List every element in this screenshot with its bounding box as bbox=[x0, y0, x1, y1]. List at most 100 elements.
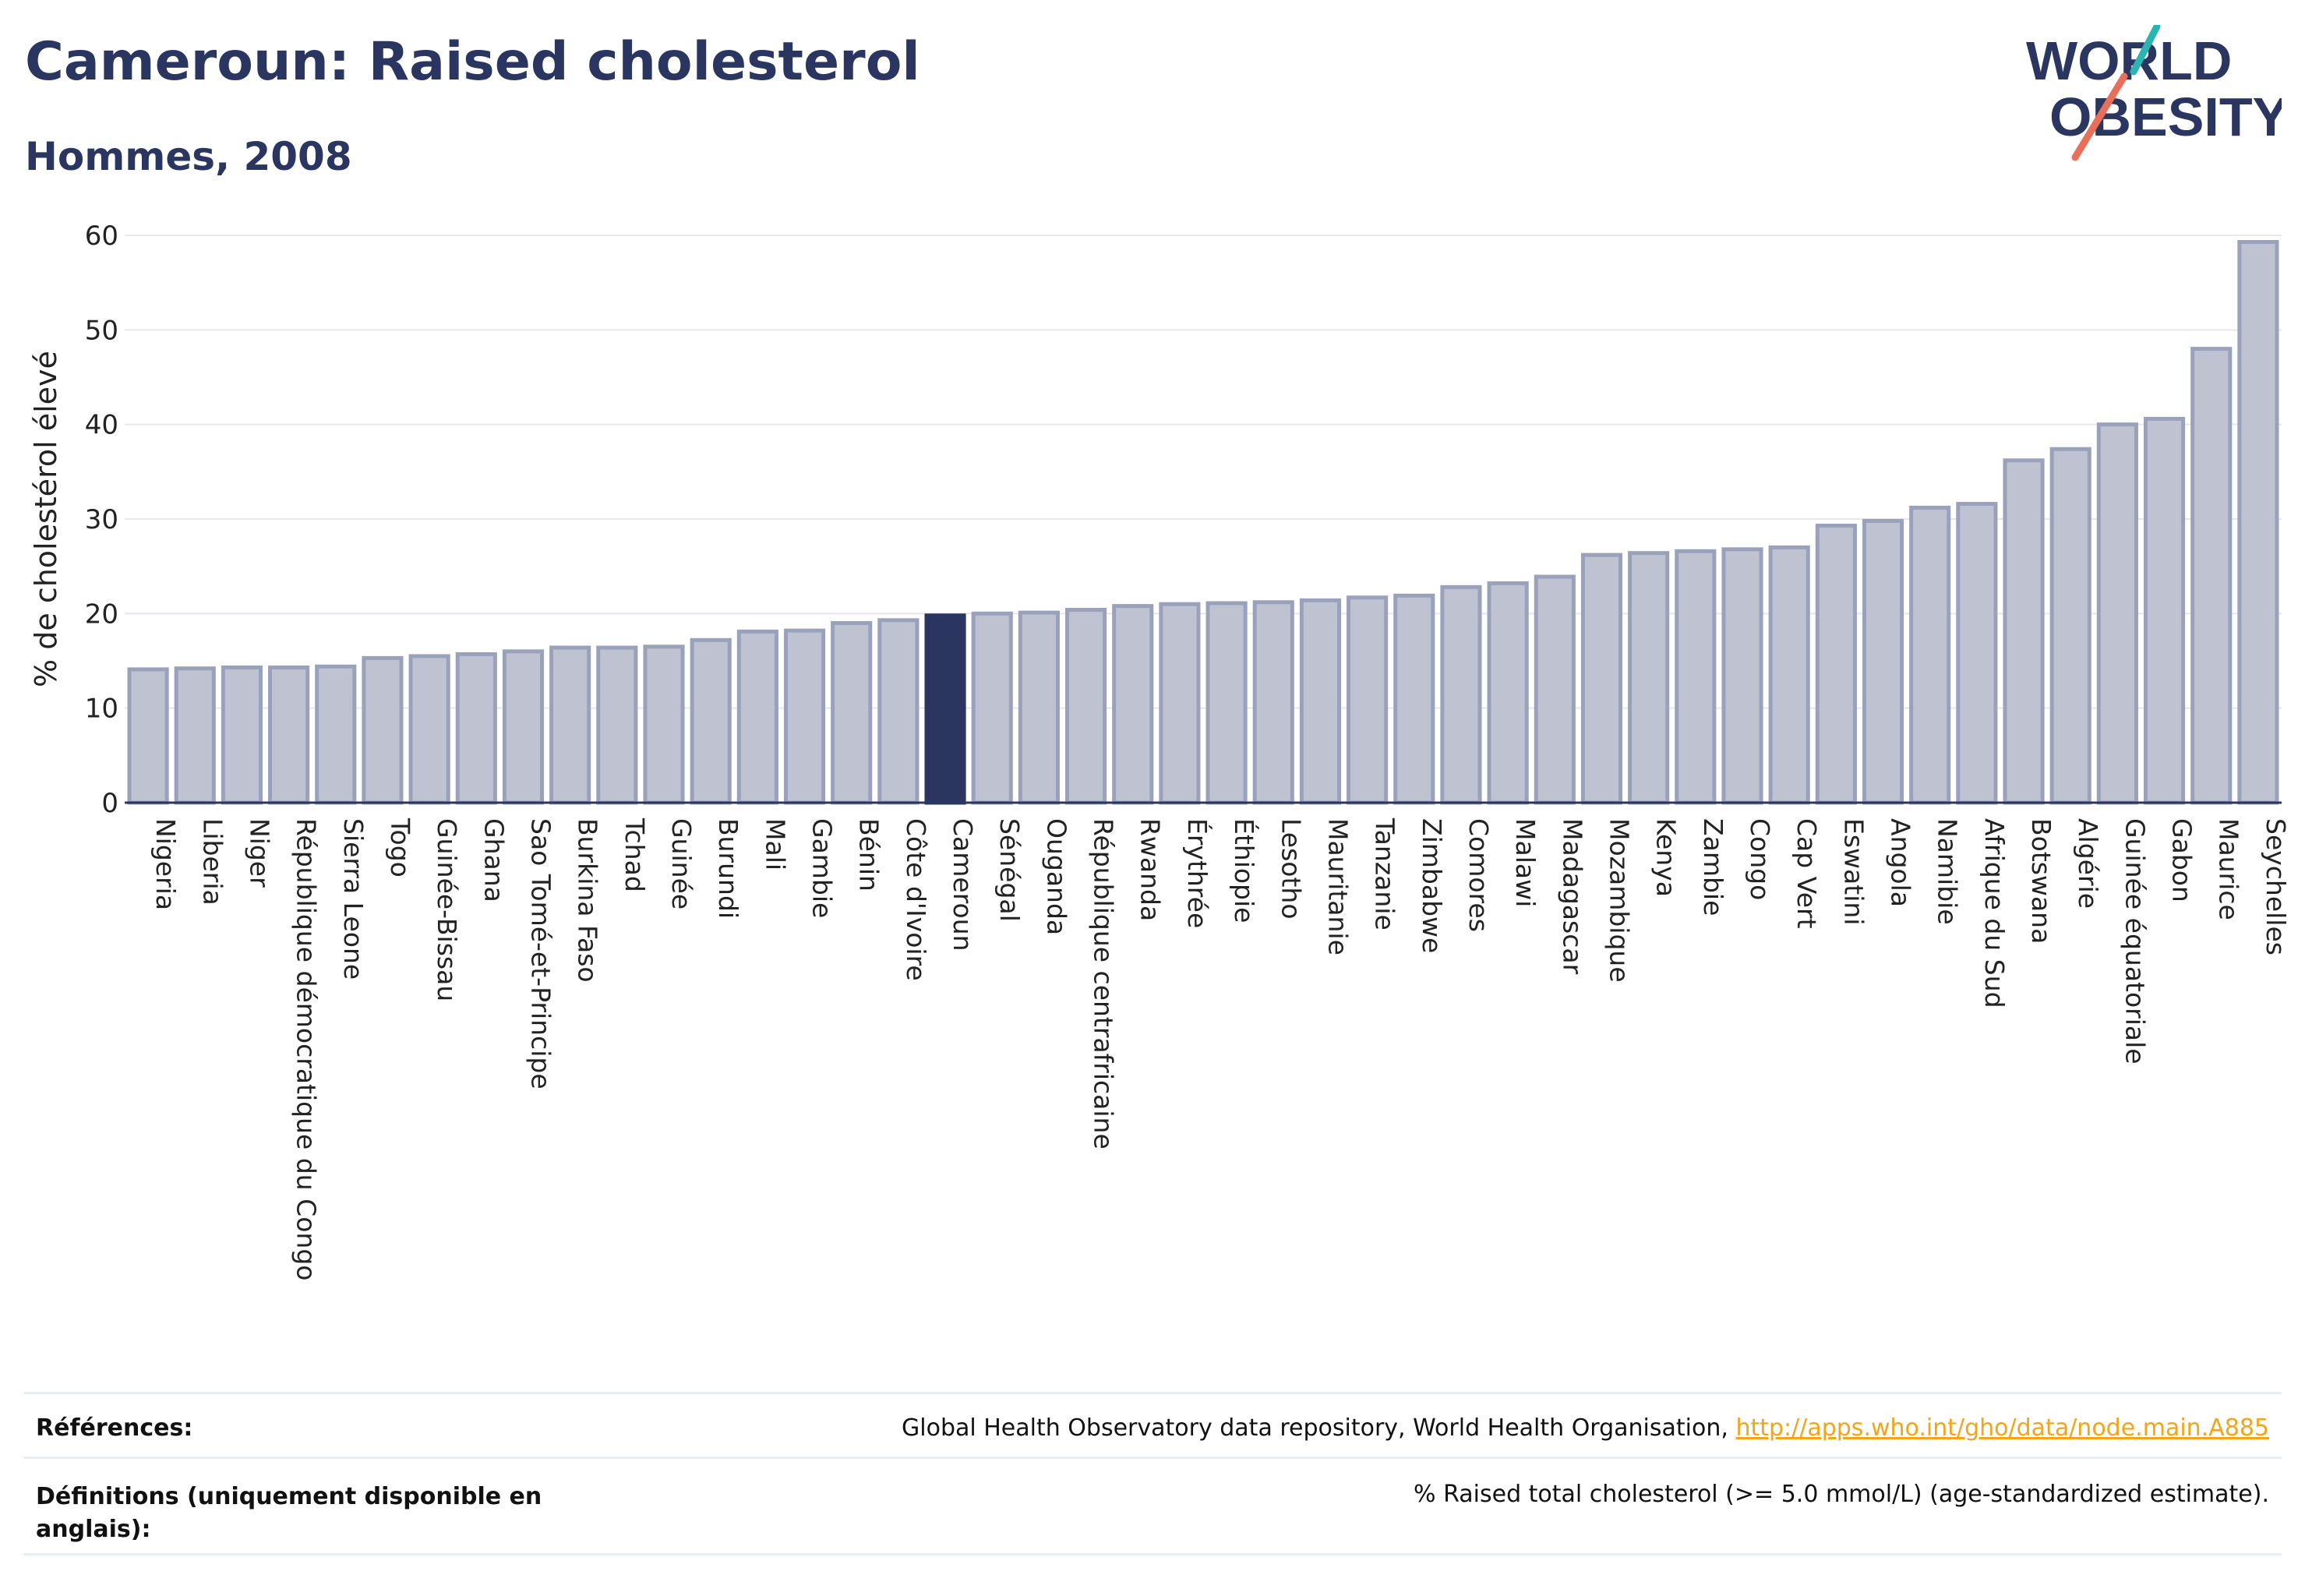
bar bbox=[455, 652, 497, 805]
x-tick-label: Botswana bbox=[2026, 818, 2056, 944]
bar bbox=[971, 611, 1013, 805]
bar bbox=[736, 629, 778, 805]
x-tick-label: Kenya bbox=[1651, 818, 1682, 897]
x-tick-label: Cameroun bbox=[948, 818, 978, 952]
x-tick-label: Madagascar bbox=[1557, 818, 1587, 975]
bar bbox=[1862, 518, 1904, 805]
bar bbox=[1018, 610, 1060, 805]
x-tick-label: Burkina Faso bbox=[573, 818, 603, 983]
bar bbox=[1580, 553, 1623, 805]
x-tick-label: Burundi bbox=[713, 818, 743, 919]
x-tick-label: Lesotho bbox=[1276, 818, 1306, 920]
bar bbox=[1159, 602, 1201, 805]
bar bbox=[1487, 581, 1529, 805]
y-tick-label: 50 bbox=[85, 315, 118, 346]
bar bbox=[1534, 574, 1576, 805]
bar bbox=[1252, 600, 1294, 805]
x-tick-label: Tchad bbox=[619, 817, 650, 892]
x-tick-label: Zimbabwe bbox=[1417, 818, 1447, 953]
bar bbox=[2143, 416, 2186, 805]
chart-subtitle: Hommes, 2008 bbox=[25, 134, 352, 179]
bar bbox=[1721, 547, 1763, 805]
bar bbox=[2003, 458, 2045, 805]
x-tick-label: Érythrée bbox=[1182, 818, 1213, 928]
y-tick-label: 40 bbox=[85, 410, 118, 441]
bar bbox=[1393, 593, 1435, 805]
references-link[interactable]: http://apps.who.int/gho/data/node.main.A… bbox=[1735, 1414, 2269, 1442]
bar bbox=[221, 665, 263, 805]
x-tick-label: Congo bbox=[1745, 818, 1775, 900]
bar bbox=[2190, 347, 2233, 805]
x-tick-label: Ghana bbox=[478, 818, 509, 902]
footer-divider-bottom bbox=[23, 1553, 2282, 1555]
x-tick-label: Côte d'Ivoire bbox=[901, 818, 931, 981]
x-tick-label: Tanzanie bbox=[1370, 817, 1400, 930]
chart-title: Cameroun: Raised cholesterol bbox=[25, 31, 920, 93]
bars bbox=[127, 239, 2279, 805]
x-tick-label: Eswatini bbox=[1838, 818, 1869, 925]
x-tick-label: Gambie bbox=[807, 818, 838, 918]
bar bbox=[2237, 239, 2279, 805]
bar bbox=[596, 645, 638, 805]
bar bbox=[877, 618, 920, 805]
bar bbox=[643, 644, 685, 805]
bar bbox=[362, 655, 404, 805]
y-axis-label: % de cholestérol élevé bbox=[29, 351, 63, 687]
x-tick-label: Malawi bbox=[1510, 818, 1541, 907]
x-tick-label: Rwanda bbox=[1135, 818, 1166, 921]
bar bbox=[268, 665, 310, 805]
bar bbox=[1440, 584, 1482, 805]
x-tick-label: Sénégal bbox=[994, 818, 1025, 922]
logo-text-world: WORLD bbox=[2026, 30, 2232, 91]
bar bbox=[2049, 447, 2091, 805]
bar bbox=[2096, 422, 2138, 805]
bar bbox=[549, 645, 591, 805]
bar bbox=[1815, 523, 1857, 805]
bar-highlighted bbox=[924, 613, 966, 805]
references-value: Global Health Observatory data repositor… bbox=[902, 1414, 2269, 1442]
logo-slash-coral bbox=[2071, 72, 2128, 161]
bar bbox=[1675, 549, 1717, 805]
bar bbox=[127, 667, 169, 805]
x-tick-label: Mali bbox=[760, 818, 790, 870]
x-tick-label: Guinée-Bissau bbox=[432, 818, 462, 1001]
bar bbox=[1956, 502, 1998, 805]
x-tick-label: Afrique du Sud bbox=[1979, 818, 2010, 1008]
bar bbox=[831, 620, 873, 805]
bar bbox=[1112, 604, 1154, 805]
x-tick-label: Togo bbox=[385, 817, 415, 877]
axes: 0 10 20 30 40 50 60 Nigeria Liberia Niger Républiq… bbox=[29, 221, 2291, 1280]
x-tick-label: Angola bbox=[1886, 818, 1916, 907]
references-label: Références: bbox=[36, 1414, 193, 1442]
x-tick-label: Comores bbox=[1463, 818, 1494, 932]
bar bbox=[1347, 595, 1389, 805]
x-tick-label: Maurice bbox=[2214, 818, 2244, 920]
x-tick-label: Bénin bbox=[854, 818, 884, 892]
bar bbox=[1205, 601, 1248, 805]
x-tick-label: Zambie bbox=[1698, 818, 1728, 916]
x-tick-label: République centrafricaine bbox=[1089, 818, 1119, 1149]
x-tick-label: République démocratique du Congo bbox=[291, 818, 322, 1280]
x-tick-label: Cap Vert bbox=[1791, 818, 1822, 929]
x-tick-label: Éthiopie bbox=[1229, 818, 1260, 923]
x-tick-label: Ouganda bbox=[1041, 818, 1071, 935]
bar bbox=[408, 654, 450, 805]
definitions-value: % Raised total cholesterol (>= 5.0 mmol/… bbox=[1414, 1481, 2269, 1508]
x-tick-label: Namibie bbox=[1933, 818, 1963, 925]
bar bbox=[174, 666, 216, 805]
x-tick-label: Sierra Leone bbox=[338, 818, 369, 980]
x-tick-label: Sao Tomé-et-Principe bbox=[525, 818, 556, 1089]
bar bbox=[783, 628, 826, 805]
x-tick-label: Gabon bbox=[2167, 818, 2197, 902]
x-tick-label: Guinée bbox=[666, 818, 697, 909]
bar bbox=[502, 649, 545, 805]
references-text: Global Health Observatory data repositor… bbox=[902, 1414, 1736, 1442]
x-tick-label: Mauritanie bbox=[1322, 818, 1353, 955]
world-obesity-logo: WORLD OBESITY bbox=[2026, 25, 2282, 161]
bar bbox=[690, 637, 732, 805]
x-tick-label: Seychelles bbox=[2261, 818, 2291, 955]
y-tick-label: 20 bbox=[85, 598, 118, 630]
bar bbox=[1064, 607, 1107, 805]
x-tick-label: Liberia bbox=[197, 818, 228, 906]
y-tick-label: 30 bbox=[85, 504, 118, 535]
